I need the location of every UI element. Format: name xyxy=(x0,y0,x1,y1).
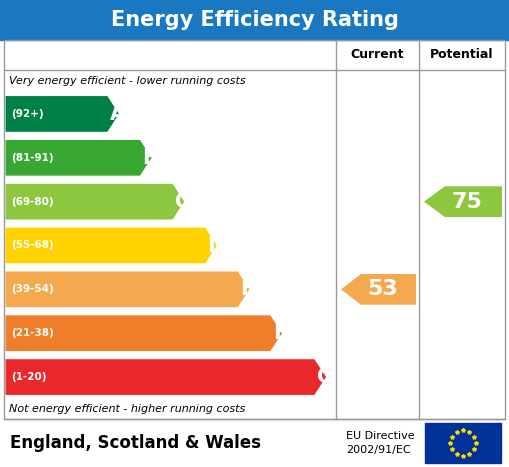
Text: D: D xyxy=(208,235,225,255)
Text: B: B xyxy=(143,148,158,168)
Text: (81-91): (81-91) xyxy=(11,153,53,163)
Polygon shape xyxy=(341,274,416,304)
Bar xyxy=(0,0,509,40)
Text: (92+): (92+) xyxy=(11,109,44,119)
Bar xyxy=(4,40,505,419)
Text: C: C xyxy=(175,191,190,212)
Polygon shape xyxy=(5,139,152,176)
Text: (21-38): (21-38) xyxy=(11,328,54,338)
Text: (39-54): (39-54) xyxy=(11,284,54,294)
Text: E: E xyxy=(240,279,254,299)
Polygon shape xyxy=(424,186,502,217)
Text: Very energy efficient - lower running costs: Very energy efficient - lower running co… xyxy=(9,76,246,86)
Text: England, Scotland & Wales: England, Scotland & Wales xyxy=(10,434,261,452)
Text: Potential: Potential xyxy=(430,49,494,62)
Text: Current: Current xyxy=(351,49,404,62)
Text: 75: 75 xyxy=(451,191,483,212)
Text: (1-20): (1-20) xyxy=(11,372,46,382)
Text: F: F xyxy=(273,323,287,343)
Text: Not energy efficient - higher running costs: Not energy efficient - higher running co… xyxy=(9,404,245,414)
Text: G: G xyxy=(317,367,334,387)
Polygon shape xyxy=(5,183,185,220)
Text: 53: 53 xyxy=(367,279,398,299)
Polygon shape xyxy=(5,315,282,352)
Bar xyxy=(425,423,501,463)
Text: A: A xyxy=(110,104,126,124)
Text: Energy Efficiency Rating: Energy Efficiency Rating xyxy=(110,10,399,30)
Text: (55-68): (55-68) xyxy=(11,241,54,250)
Text: EU Directive
2002/91/EC: EU Directive 2002/91/EC xyxy=(346,431,415,455)
Polygon shape xyxy=(5,271,250,308)
Polygon shape xyxy=(5,359,327,396)
Polygon shape xyxy=(5,227,217,264)
Text: (69-80): (69-80) xyxy=(11,197,53,206)
Polygon shape xyxy=(5,96,120,132)
